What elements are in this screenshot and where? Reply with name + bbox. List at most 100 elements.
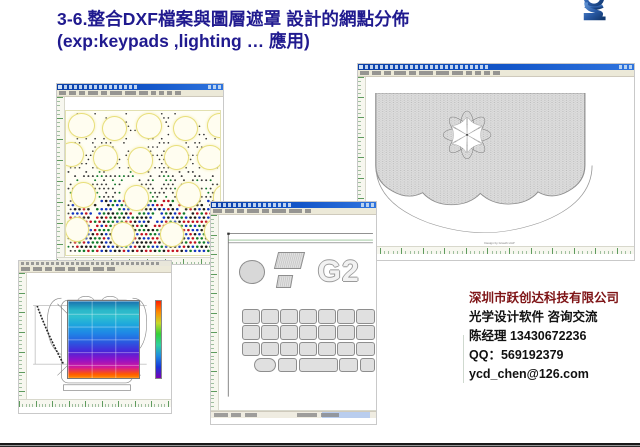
menu-item-2[interactable]: [384, 71, 391, 75]
menu-item-1[interactable]: [225, 209, 234, 213]
menu-item-4[interactable]: [101, 91, 107, 95]
menu-item-5[interactable]: [78, 267, 90, 271]
keypad-key[interactable]: [317, 308, 337, 324]
ruler-tick: [101, 401, 103, 407]
keypad-key[interactable]: [279, 308, 299, 324]
ruler-tick: [358, 125, 361, 127]
illuminance-heatmap-window[interactable]: [19, 261, 171, 413]
menu-bar[interactable]: [358, 70, 634, 77]
window-controls[interactable]: [208, 85, 222, 89]
scallop-dot-pattern-window[interactable]: Design by Grouth LGP: [358, 64, 634, 260]
dot-canvas[interactable]: [65, 110, 221, 256]
menu-item-3[interactable]: [394, 71, 406, 75]
keypad-key[interactable]: [317, 325, 337, 340]
menu-item-9[interactable]: [159, 91, 164, 95]
menu-item-8[interactable]: [466, 71, 472, 75]
menu-item-2[interactable]: [237, 209, 244, 213]
menu-item-1[interactable]: [372, 71, 381, 75]
menu-bar[interactable]: [211, 208, 376, 215]
pattern-canvas[interactable]: Design by Grouth LGP: [366, 90, 633, 246]
menu-item-10[interactable]: [167, 91, 172, 95]
menu-item-6[interactable]: [93, 267, 104, 271]
menu-item-6[interactable]: [436, 71, 449, 75]
window-controls[interactable]: [361, 203, 375, 207]
menu-item-2[interactable]: [45, 267, 52, 271]
keypad-key[interactable]: [279, 325, 299, 340]
menu-item-3[interactable]: [88, 91, 98, 95]
menu-item-3[interactable]: [247, 209, 259, 213]
keypad-key[interactable]: [339, 358, 359, 372]
ruler-tick: [435, 251, 437, 254]
ruler-tick: [211, 215, 217, 216]
canvas-caption: Design by Grouth LGP: [484, 241, 515, 245]
menu-item-11[interactable]: [493, 71, 500, 75]
keypad-key[interactable]: [241, 325, 261, 340]
menu-item-1[interactable]: [69, 91, 76, 95]
keypad-key[interactable]: [317, 341, 337, 357]
keypad-key[interactable]: [356, 308, 375, 324]
keypad-key[interactable]: [356, 325, 375, 340]
menu-item-5[interactable]: [272, 209, 286, 213]
menu-item-7[interactable]: [305, 209, 311, 213]
keypad-key[interactable]: [298, 341, 318, 357]
ruler-tick: [161, 404, 163, 407]
keypad-left-func-key[interactable]: [254, 358, 277, 372]
menu-bar[interactable]: [19, 266, 171, 273]
menu-item-0[interactable]: [59, 91, 66, 95]
ruler-tick: [19, 308, 22, 310]
keypad-key[interactable]: [241, 341, 261, 357]
menu-item-7[interactable]: [139, 91, 148, 95]
menu-item-4[interactable]: [68, 267, 75, 271]
menu-item-3[interactable]: [55, 267, 65, 271]
ruler-tick: [577, 251, 579, 254]
menu-item-10[interactable]: [484, 71, 490, 75]
menu-item-4[interactable]: [409, 71, 416, 75]
menu-item-11[interactable]: [175, 91, 181, 95]
window-titlebar[interactable]: [19, 261, 171, 266]
menu-item-0[interactable]: [21, 267, 30, 271]
keypad-key[interactable]: [260, 325, 280, 340]
keypad-key[interactable]: [298, 308, 318, 324]
keypad-key[interactable]: [278, 358, 298, 372]
ruler-tick: [358, 153, 361, 155]
keypad-key[interactable]: [337, 308, 356, 324]
ruler-tick: [167, 401, 169, 407]
keypad-key[interactable]: [260, 308, 280, 324]
ruler-tick: [134, 401, 136, 407]
menu-item-0[interactable]: [213, 209, 222, 213]
keypad-key[interactable]: [241, 308, 261, 324]
keypad-right-func-key[interactable]: [359, 358, 375, 372]
g2-engrave-text: G2: [317, 255, 360, 289]
menu-item-6[interactable]: [289, 209, 302, 213]
keypad-key[interactable]: [298, 325, 318, 340]
keypad-key[interactable]: [337, 341, 356, 357]
menu-item-2[interactable]: [79, 91, 85, 95]
cad-canvas[interactable]: G2: [220, 228, 375, 404]
window-titlebar[interactable]: [358, 64, 634, 70]
ruler-tick: [211, 324, 214, 326]
dot-distribution-window[interactable]: [57, 84, 223, 264]
ruler-tick: [211, 269, 214, 271]
keypad-key[interactable]: [260, 341, 280, 357]
menu-item-8[interactable]: [151, 91, 156, 95]
window-titlebar[interactable]: [57, 84, 223, 90]
ruler-tick: [358, 145, 361, 147]
menu-item-7[interactable]: [452, 71, 463, 75]
menu-item-5[interactable]: [419, 71, 433, 75]
menu-item-1[interactable]: [33, 267, 42, 271]
heatmap-canvas[interactable]: [27, 285, 169, 398]
keypad-space-key[interactable]: [299, 358, 339, 372]
menu-item-9[interactable]: [475, 71, 481, 75]
menu-item-6[interactable]: [125, 91, 136, 95]
keypad-key[interactable]: [279, 341, 299, 357]
keypad-key[interactable]: [337, 325, 356, 340]
keypad-cad-window[interactable]: G2: [211, 202, 376, 424]
window-titlebar[interactable]: [211, 202, 376, 208]
menu-item-4[interactable]: [262, 209, 269, 213]
menu-item-5[interactable]: [110, 91, 122, 95]
menu-item-0[interactable]: [360, 71, 369, 75]
window-controls[interactable]: [619, 65, 633, 69]
menu-bar[interactable]: [57, 90, 223, 97]
keypad-key[interactable]: [356, 341, 375, 357]
menu-item-7[interactable]: [107, 267, 115, 271]
